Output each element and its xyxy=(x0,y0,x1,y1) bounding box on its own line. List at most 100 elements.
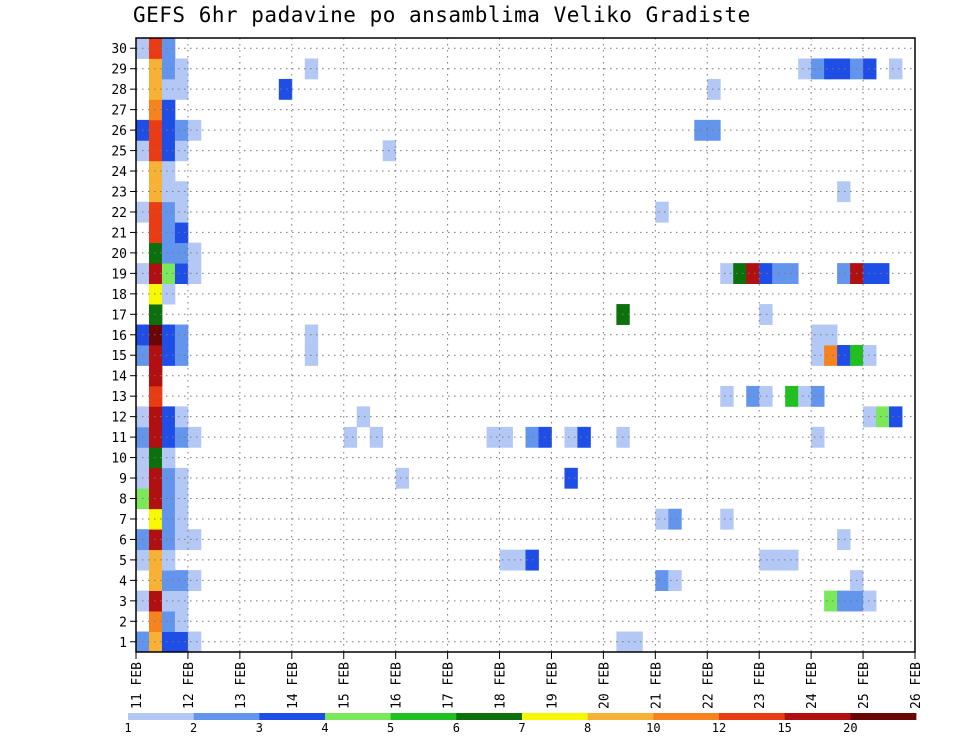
y-tick-label: 20 xyxy=(111,247,127,262)
heatmap-cell xyxy=(174,263,189,284)
y-tick-label: 5 xyxy=(119,554,127,569)
heatmap-cell xyxy=(161,611,176,632)
heatmap-cell xyxy=(707,119,721,141)
y-tick-label: 25 xyxy=(111,145,127,160)
heatmap-cell xyxy=(161,631,176,653)
heatmap-cell xyxy=(811,385,825,407)
heatmap-cell xyxy=(174,242,189,264)
heatmap-cell xyxy=(161,222,176,244)
colorbar-label: 20 xyxy=(843,721,857,735)
y-tick-label: 22 xyxy=(111,206,127,221)
heatmap-cell xyxy=(863,263,877,284)
colorbar-swatch xyxy=(587,713,654,720)
heatmap-cell xyxy=(811,58,825,80)
colorbar-label: 2 xyxy=(190,721,197,735)
heatmap-cell xyxy=(499,426,513,448)
heatmap-cell xyxy=(655,201,669,223)
y-tick-label: 16 xyxy=(111,329,127,344)
heatmap-cell xyxy=(837,181,851,203)
heatmap-cell xyxy=(161,488,176,510)
heatmap-cell xyxy=(161,426,176,448)
heatmap-cell xyxy=(824,345,838,366)
colorbar-swatch xyxy=(128,713,195,720)
heatmap-cell xyxy=(161,78,176,100)
heatmap-cell xyxy=(512,549,526,571)
heatmap-cell xyxy=(161,324,176,346)
colorbar-swatch xyxy=(653,713,720,720)
heatmap-cell xyxy=(161,242,176,264)
heatmap-cell xyxy=(187,426,202,448)
heatmap-cell xyxy=(174,78,189,100)
heatmap-cell xyxy=(148,611,163,632)
heatmap-cell xyxy=(889,58,903,80)
y-tick-label: 9 xyxy=(119,472,127,487)
heatmap-cell xyxy=(668,508,682,530)
x-tick-label: 17 FEB xyxy=(442,662,457,709)
colorbar-label: 3 xyxy=(256,721,263,735)
y-tick-label: 6 xyxy=(119,533,127,548)
x-tick-label: 23 FEB xyxy=(753,662,768,709)
heatmap-cell xyxy=(655,570,669,591)
heatmap-cell xyxy=(499,549,513,571)
colorbar-label: 6 xyxy=(453,721,460,735)
y-tick-label: 17 xyxy=(111,308,127,323)
colorbar-label: 5 xyxy=(387,721,394,735)
y-tick-label: 14 xyxy=(111,370,127,385)
heatmap-cell xyxy=(863,590,877,612)
y-tick-label: 24 xyxy=(111,165,127,180)
heatmap-cell xyxy=(174,201,189,223)
heatmap-cell xyxy=(356,406,371,428)
x-tick-label: 12 FEB xyxy=(182,662,197,709)
heatmap-cell xyxy=(720,263,734,284)
heatmap-cell xyxy=(395,467,410,489)
y-tick-label: 7 xyxy=(119,513,127,528)
heatmap-cell xyxy=(759,263,773,284)
heatmap-cell xyxy=(174,467,189,489)
heatmap-cell xyxy=(759,549,773,571)
heatmap-cell xyxy=(785,385,799,407)
heatmap-cell xyxy=(785,263,799,284)
heatmap-cell xyxy=(733,263,747,284)
heatmap-cell xyxy=(161,529,176,551)
heatmap-cell xyxy=(148,119,163,141)
heatmap-cell xyxy=(278,78,293,100)
heatmap-cell xyxy=(174,631,189,653)
heatmap-cell xyxy=(187,529,202,551)
y-tick-label: 4 xyxy=(119,574,127,589)
y-tick-label: 29 xyxy=(111,63,127,78)
y-tick-label: 12 xyxy=(111,411,127,426)
colorbar-label: 12 xyxy=(712,721,726,735)
heatmap-cell xyxy=(148,385,163,407)
heatmap-cell xyxy=(174,406,189,428)
heatmap-cell xyxy=(174,508,189,530)
heatmap-cell xyxy=(824,324,838,346)
x-tick-label: 13 FEB xyxy=(234,662,249,709)
colorbar-swatch xyxy=(719,713,786,720)
x-tick-label: 26 FEB xyxy=(909,662,924,709)
plot-frame xyxy=(135,37,916,653)
heatmap-cell xyxy=(148,304,163,325)
heatmap-cell xyxy=(161,570,176,591)
heatmap-cell xyxy=(759,304,773,325)
heatmap-cell xyxy=(837,529,851,551)
colorbar-swatch xyxy=(325,713,392,720)
heatmap-cell xyxy=(577,426,591,448)
heatmap-cell xyxy=(161,160,176,182)
y-tick-label: 8 xyxy=(119,493,127,508)
x-tick-label: 11 FEB xyxy=(130,662,145,709)
heatmap-cell xyxy=(161,38,176,59)
heatmap-cell xyxy=(187,631,202,653)
heatmap-cell xyxy=(148,529,163,551)
colorbar-label: 7 xyxy=(518,721,525,735)
heatmap-cell xyxy=(148,78,163,100)
heatmap-cell xyxy=(174,181,189,203)
heatmap-cell xyxy=(798,58,812,80)
colorbar-swatch xyxy=(259,713,326,720)
y-tick-label: 30 xyxy=(111,42,127,57)
heatmap-cell xyxy=(161,467,176,489)
heatmap-cell xyxy=(798,385,812,407)
y-tick-label: 28 xyxy=(111,83,127,98)
heatmap-cell xyxy=(837,590,851,612)
heatmap-cell xyxy=(876,406,890,428)
